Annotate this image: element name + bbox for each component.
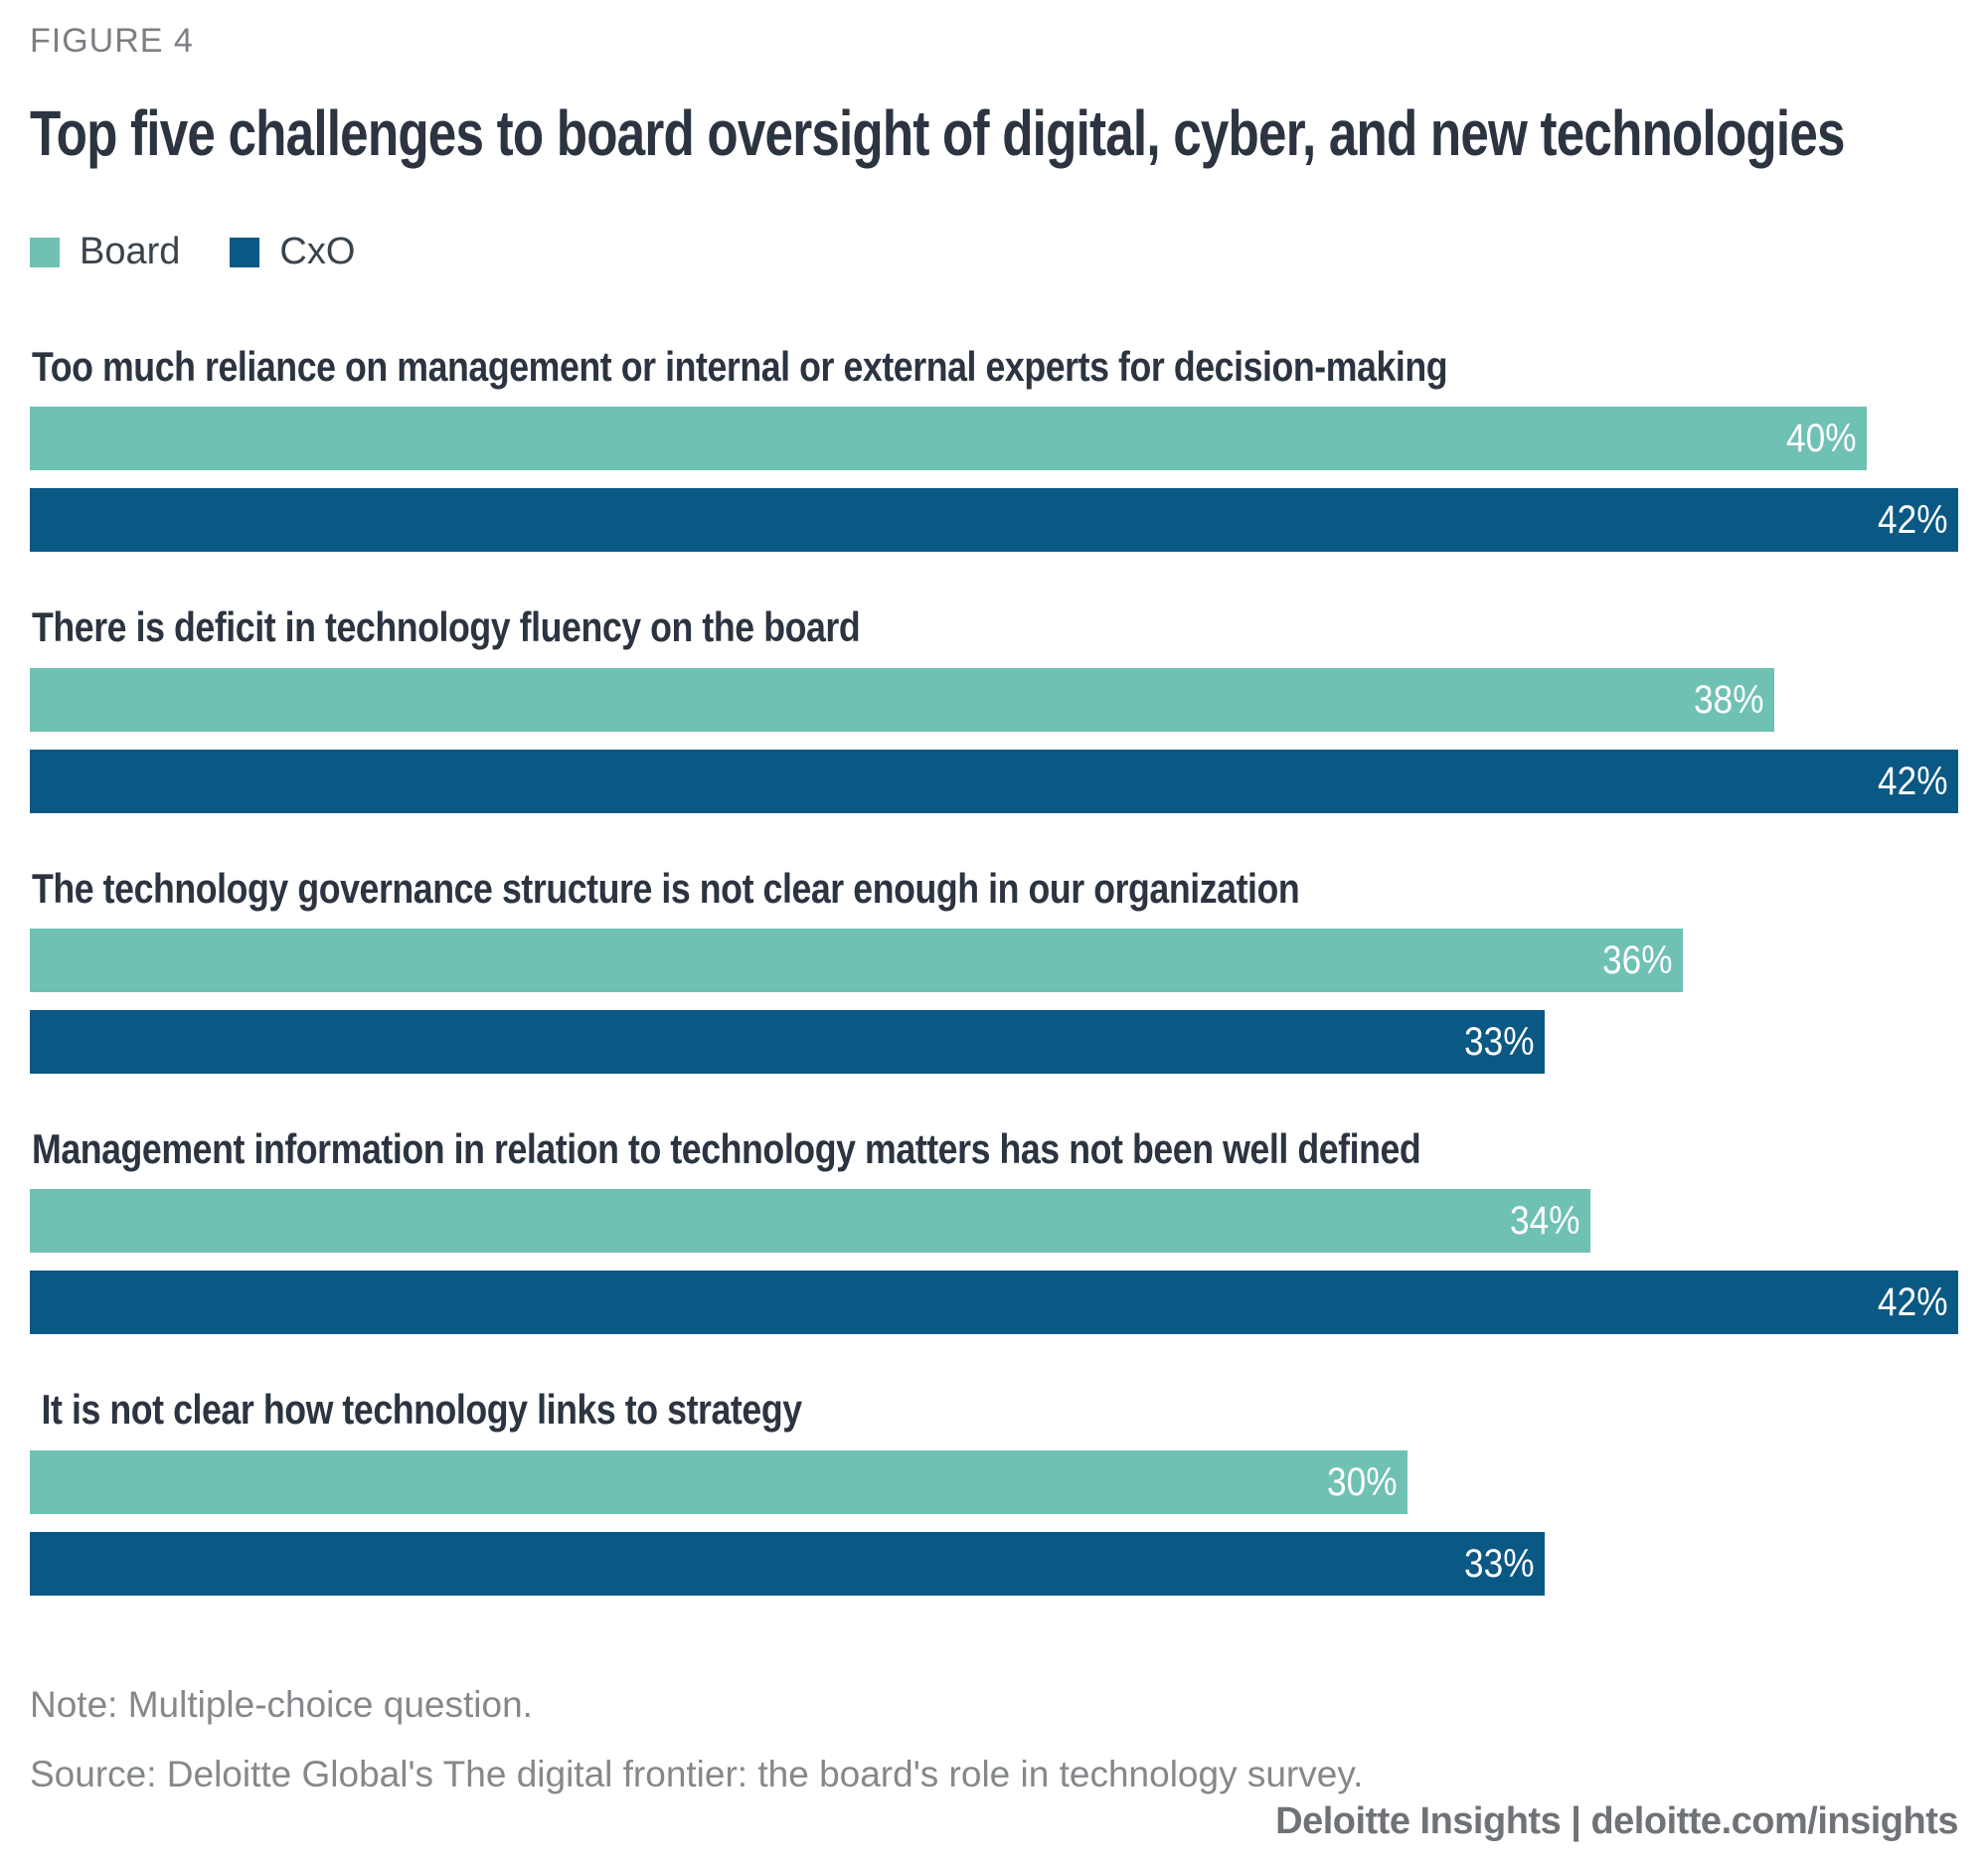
bar-group: The technology governance structure is n… xyxy=(30,864,1958,1075)
figure-label: FIGURE 4 xyxy=(30,22,194,60)
source-text: Source: Deloitte Global's The digital fr… xyxy=(30,1754,1364,1795)
legend-swatch-icon xyxy=(230,237,260,267)
board-bar: 34% xyxy=(30,1189,1591,1254)
bar-value-label: 40% xyxy=(1785,417,1857,461)
bar-chart: Too much reliance on management or inter… xyxy=(30,343,1958,1596)
cxo-bar: 42% xyxy=(30,749,1958,813)
cxo-bar: 42% xyxy=(30,1271,1958,1335)
bar-group: It is not clear how technology links to … xyxy=(30,1386,1958,1596)
note-text: Note: Multiple-choice question. xyxy=(30,1683,533,1725)
bar-value-label: 33% xyxy=(1464,1020,1535,1065)
cxo-bar: 33% xyxy=(30,1010,1546,1075)
bar-row: 42% xyxy=(30,488,1958,553)
bar-row: 38% xyxy=(30,667,1958,732)
bar-value-label: 38% xyxy=(1694,677,1764,722)
board-bar: 40% xyxy=(30,407,1867,471)
bar-value-label: 36% xyxy=(1601,938,1673,983)
cxo-bar: 42% xyxy=(30,488,1958,553)
category-label: The technology governance structure is n… xyxy=(32,864,1300,912)
footer-branding: Deloitte Insights | deloitte.com/insight… xyxy=(1275,1800,1958,1842)
legend-swatch-icon xyxy=(30,237,60,267)
bar-value-label: 42% xyxy=(1877,759,1948,803)
legend-item-cxo: CxO xyxy=(230,231,355,273)
chart-title: Top five challenges to board oversight o… xyxy=(30,97,1845,169)
bar-row: 42% xyxy=(30,1271,1958,1335)
board-bar: 30% xyxy=(30,1449,1408,1514)
category-label: There is deficit in technology fluency o… xyxy=(32,603,861,651)
bar-value-label: 30% xyxy=(1326,1459,1398,1504)
board-bar: 36% xyxy=(30,929,1683,993)
bar-value-label: 42% xyxy=(1877,1280,1948,1325)
legend-item-board: Board xyxy=(30,231,180,273)
legend-label: CxO xyxy=(279,231,356,273)
bar-value-label: 42% xyxy=(1877,498,1948,543)
bar-group: Too much reliance on management or inter… xyxy=(30,343,1958,553)
cxo-bar: 33% xyxy=(30,1531,1546,1596)
category-label: It is not clear how technology links to … xyxy=(32,1386,802,1434)
bar-row: 30% xyxy=(30,1449,1958,1514)
bar-row: 36% xyxy=(30,929,1958,993)
category-label: Too much reliance on management or inter… xyxy=(32,343,1448,391)
bar-row: 40% xyxy=(30,407,1958,471)
bar-group: Management information in relation to te… xyxy=(30,1125,1958,1335)
legend: Board CxO xyxy=(30,231,1958,273)
bar-value-label: 33% xyxy=(1464,1541,1535,1586)
bar-row: 33% xyxy=(30,1531,1958,1596)
legend-label: Board xyxy=(80,231,181,273)
bar-value-label: 34% xyxy=(1510,1199,1580,1244)
bar-row: 42% xyxy=(30,749,1958,813)
bar-row: 34% xyxy=(30,1189,1958,1254)
chart-notes: Note: Multiple-choice question. Source: … xyxy=(30,1683,1958,1797)
board-bar: 38% xyxy=(30,667,1775,732)
bar-row: 33% xyxy=(30,1010,1958,1075)
bar-group: There is deficit in technology fluency o… xyxy=(30,603,1958,813)
category-label: Management information in relation to te… xyxy=(32,1125,1421,1173)
